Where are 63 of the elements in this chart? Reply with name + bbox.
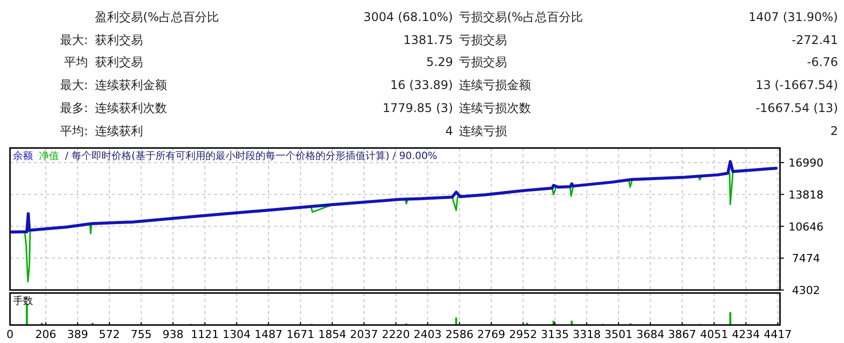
text: 亏损交易(%占总百分比 (459, 10, 584, 24)
text: 获利交易 (95, 55, 143, 69)
text: 连续获利金额 (95, 78, 167, 92)
text: 16 (33.89) (390, 78, 453, 92)
chart-title: 手数 (13, 295, 33, 307)
x-tick-label: 938 (162, 328, 184, 341)
text: 连续亏损次数 (459, 101, 531, 115)
text: 亏损交易 (459, 55, 507, 69)
x-tick-label: 4051 (700, 328, 728, 341)
text: -272.41 (792, 33, 838, 47)
x-tick-label: 3501 (604, 328, 633, 341)
x-tick-label: 1121 (190, 328, 219, 341)
text: 平均: (60, 124, 88, 138)
x-tick-label: 206 (35, 328, 56, 341)
text: 连续亏损 (459, 124, 507, 138)
x-tick-label: 755 (130, 328, 152, 341)
y-tick-label: 7474 (792, 252, 820, 266)
text: 盈利交易(%占总百分比 (95, 10, 220, 24)
text: 4 (445, 124, 453, 138)
text: 1407 (31.90%) (748, 10, 838, 24)
text: 获利交易 (95, 33, 143, 47)
text: -1667.54 (13) (756, 101, 838, 115)
x-tick-label: 3135 (540, 328, 569, 341)
x-tick-label: 2220 (382, 328, 410, 341)
x-tick-label: 1304 (222, 328, 251, 341)
text: 1779.85 (3) (382, 101, 453, 115)
text: 连续获利 (95, 124, 143, 138)
x-tick-label: 1854 (318, 328, 346, 341)
x-tick-label: 2403 (414, 328, 442, 341)
text: 连续获利次数 (95, 101, 167, 115)
x-tick-label: 0 (6, 328, 14, 341)
text: 净值 (39, 150, 59, 162)
text: 最多: (60, 101, 88, 115)
x-tick-label: 4234 (732, 328, 760, 341)
text: 3004 (68.10%) (364, 10, 453, 24)
x-tick-label: 2586 (445, 328, 474, 341)
x-tick-label: 3318 (572, 328, 601, 341)
text: 亏损交易 (459, 33, 507, 47)
text: 13 (-1667.54) (756, 78, 838, 92)
chart-title: / 每个即时价格(基于所有可利用的最小时段的每一个价格的分形插值计算) / 90.00% (65, 150, 438, 162)
text: 5.29 (426, 55, 453, 69)
y-tick-label: 10646 (788, 220, 824, 234)
x-tick-label: 3867 (668, 328, 696, 341)
y-tick-label: 16990 (788, 156, 824, 170)
text: 最大: (60, 78, 88, 92)
text: 连续亏损金额 (459, 78, 531, 92)
x-tick-label: 1671 (286, 328, 314, 341)
x-tick-label: 389 (67, 328, 88, 341)
text: 最大: (60, 33, 88, 47)
x-tick-label: 2037 (350, 328, 378, 341)
x-tick-label: 2769 (477, 328, 506, 341)
y-tick-label: 4302 (792, 284, 820, 297)
text: 1381.75 (403, 33, 453, 47)
text: 2 (830, 124, 838, 138)
y-tick-label: 13818 (788, 188, 824, 202)
x-tick-label: 4417 (764, 328, 792, 341)
x-tick-label: 572 (98, 328, 120, 341)
text: 余额 (13, 150, 33, 162)
x-tick-label: 1487 (254, 328, 282, 341)
x-tick-label: 2952 (509, 328, 538, 341)
text: 平均 (64, 55, 88, 69)
x-tick-label: 3684 (636, 328, 664, 341)
text: -6.76 (806, 55, 838, 69)
